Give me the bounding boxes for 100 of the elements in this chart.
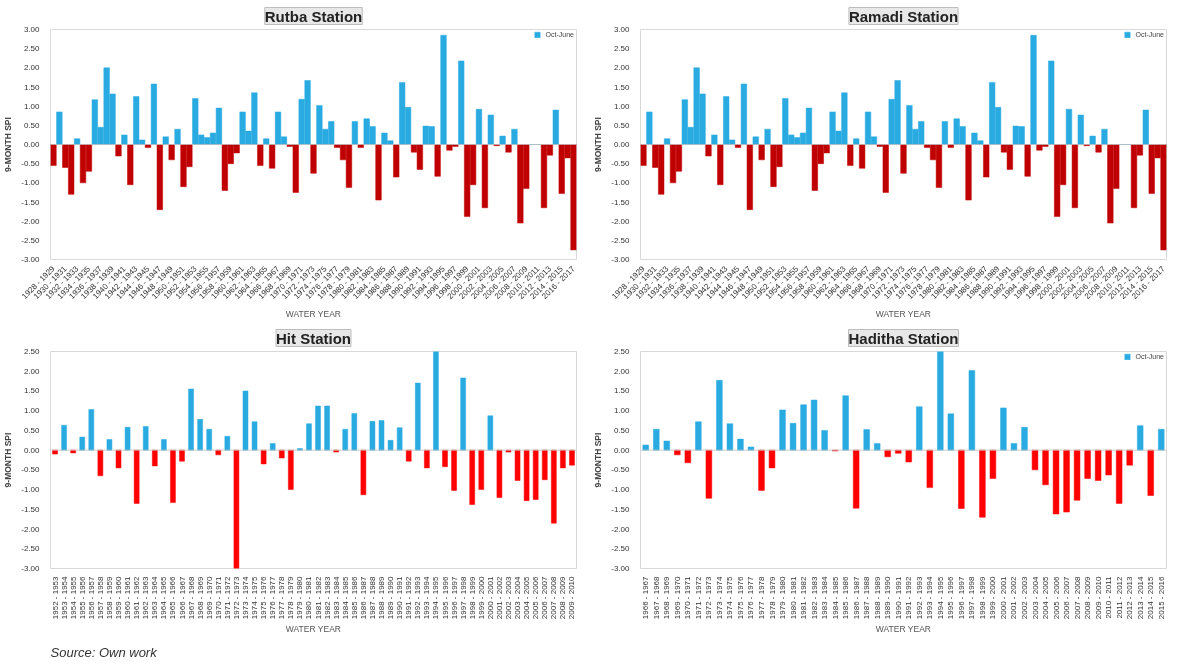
x-axis-title: WATER YEAR bbox=[875, 624, 931, 635]
x-tick-label: 1985 - 1986 bbox=[841, 575, 851, 620]
x-tick-label: 1980 - 1981 bbox=[788, 575, 798, 620]
x-tick-label: 1975 - 1976 bbox=[735, 575, 745, 620]
x-tick-label: 1988 - 1989 bbox=[377, 575, 387, 620]
x-tick-label: 1997 - 1998 bbox=[458, 575, 468, 620]
y-tick-label: -1.50 bbox=[611, 197, 631, 207]
y-tick-label: -1.00 bbox=[611, 178, 631, 188]
x-tick-label: 1982 - 1983 bbox=[809, 575, 819, 620]
y-tick-label: -2.50 bbox=[611, 544, 631, 554]
chart-title: Ramadi Station bbox=[848, 7, 959, 25]
y-axis-title: 9-MONTH SPI bbox=[3, 117, 14, 172]
x-tick-label: 2005 - 2006 bbox=[1051, 575, 1061, 620]
y-tick-label: -1.00 bbox=[21, 485, 41, 495]
x-tick-label: 1985 - 1986 bbox=[349, 575, 359, 620]
x-tick-label: 2006 - 2007 bbox=[540, 575, 550, 620]
y-tick-label: 2.50 bbox=[613, 347, 631, 356]
x-tick-label: 2001 - 2002 bbox=[1009, 575, 1019, 620]
y-tick-label: -2.50 bbox=[21, 544, 41, 554]
x-tick-label: 1993 - 1994 bbox=[925, 575, 935, 620]
x-tick-label: 1984 - 1985 bbox=[340, 575, 350, 620]
x-tick-label: 2009 - 2010 bbox=[1093, 575, 1103, 620]
x-tick-label: 1991 - 1992 bbox=[404, 575, 414, 620]
x-tick-label: 1952 - 1953 bbox=[50, 575, 60, 620]
x-tick-label: 1971 - 1972 bbox=[693, 575, 703, 620]
y-tick-label: -3.00 bbox=[21, 564, 41, 573]
x-tick-label: 1971 - 1972 bbox=[222, 575, 232, 620]
y-tick-label: -1.50 bbox=[21, 504, 41, 514]
x-tick-label: 1972 - 1973 bbox=[231, 575, 241, 620]
x-tick-label: 2013 - 2014 bbox=[1135, 575, 1145, 620]
x-tick-label: 1998 - 1999 bbox=[977, 575, 987, 620]
x-tick-label: 2003 - 2004 bbox=[513, 575, 523, 620]
y-tick-label: 0.50 bbox=[613, 120, 631, 130]
x-tick-label: 1989 - 1990 bbox=[883, 575, 893, 620]
y-tick-label: -2.50 bbox=[611, 235, 631, 245]
x-tick-label: 1974 - 1975 bbox=[725, 575, 735, 620]
y-tick-label: -3.00 bbox=[611, 564, 631, 573]
y-tick-label: -1.00 bbox=[21, 178, 41, 188]
x-tick-label: 2015 - 2016 bbox=[1156, 575, 1166, 620]
x-tick-label: 2011 - 2012 bbox=[1114, 575, 1124, 619]
x-tick-label: 1990 - 1991 bbox=[893, 575, 903, 620]
x-tick-label: 1978 - 1979 bbox=[767, 575, 777, 620]
x-tick-label: 1993 - 1994 bbox=[422, 575, 432, 620]
y-tick-label: 2.50 bbox=[613, 44, 631, 54]
y-axis-title: 9-MONTH SPI bbox=[3, 432, 14, 488]
x-tick-label: 2009 - 2010 bbox=[567, 575, 577, 620]
x-tick-label: 1983 - 1984 bbox=[820, 575, 830, 620]
y-tick-label: -1.50 bbox=[611, 504, 631, 514]
x-tick-label: 1977 - 1978 bbox=[277, 575, 287, 620]
x-tick-label: 1983 - 1984 bbox=[331, 575, 341, 620]
y-tick-label: 0.00 bbox=[613, 140, 631, 149]
y-tick-label: 0.00 bbox=[23, 445, 41, 455]
source-note: Source: Own work bbox=[50, 644, 159, 660]
x-tick-label: 1974 - 1975 bbox=[250, 575, 260, 620]
x-tick-label: 1982 - 1983 bbox=[322, 575, 332, 620]
x-tick-label: 1996 - 1997 bbox=[956, 575, 966, 620]
y-tick-label: -2.50 bbox=[21, 235, 41, 245]
y-tick-label: 2.00 bbox=[613, 63, 631, 73]
x-tick-label: 1955 - 1956 bbox=[77, 575, 87, 620]
y-tick-label: 1.00 bbox=[23, 101, 41, 111]
x-tick-label: 1968 - 1969 bbox=[195, 575, 205, 620]
x-tick-label: 2012 - 2013 bbox=[1125, 575, 1135, 620]
x-tick-label: 1994 - 1995 bbox=[431, 575, 441, 620]
x-tick-label: 1999 - 2000 bbox=[476, 575, 486, 620]
x-tick-label: 1966 - 1967 bbox=[177, 575, 187, 620]
y-tick-label: 0.50 bbox=[23, 425, 41, 435]
x-tick-label: 1977 - 1978 bbox=[756, 575, 766, 620]
x-tick-label: 1965 - 1966 bbox=[168, 575, 178, 620]
y-tick-label: 0.50 bbox=[613, 425, 631, 435]
x-tick-label: 1976 - 1977 bbox=[746, 575, 756, 620]
x-tick-label: 1964 - 1965 bbox=[159, 575, 169, 620]
chart-title: Haditha Station bbox=[848, 329, 959, 347]
y-tick-label: -3.00 bbox=[611, 255, 631, 264]
x-tick-label: 1994 - 1995 bbox=[935, 575, 945, 620]
x-tick-label: 1976 - 1977 bbox=[268, 575, 278, 620]
x-tick-label: 1995 - 1996 bbox=[440, 575, 450, 620]
x-tick-label: 2004 - 2005 bbox=[1041, 575, 1051, 620]
y-tick-label: 1.50 bbox=[613, 82, 631, 92]
x-axis-title: WATER YEAR bbox=[285, 624, 341, 635]
x-tick-label: 2007 - 2008 bbox=[549, 575, 559, 620]
x-tick-label: 1967 - 1968 bbox=[651, 575, 661, 620]
x-tick-label: 1981 - 1982 bbox=[313, 575, 323, 620]
x-tick-label: 1960 - 1961 bbox=[123, 575, 133, 620]
x-tick-label: 2014 - 2015 bbox=[1146, 575, 1156, 620]
x-tick-label: 1956 - 1957 bbox=[86, 575, 96, 620]
x-tick-label: 1958 - 1959 bbox=[104, 575, 114, 620]
x-tick-label: 1998 - 1999 bbox=[467, 575, 477, 620]
y-tick-label: -0.50 bbox=[611, 465, 631, 475]
x-tick-label: 2004 - 2005 bbox=[522, 575, 532, 620]
x-tick-label: 1980 - 1981 bbox=[304, 575, 314, 620]
y-tick-label: 2.50 bbox=[23, 347, 41, 356]
y-tick-label: 1.50 bbox=[23, 386, 41, 396]
x-tick-label: 1962 - 1963 bbox=[141, 575, 151, 620]
y-tick-label: 1.50 bbox=[613, 386, 631, 396]
x-tick-label: 1975 - 1976 bbox=[259, 575, 269, 620]
x-axis-title: WATER YEAR bbox=[285, 309, 341, 320]
y-tick-label: 1.00 bbox=[613, 406, 631, 416]
y-tick-label: 0.00 bbox=[613, 445, 631, 455]
y-tick-label: -2.00 bbox=[611, 524, 631, 534]
x-tick-label: 1987 - 1988 bbox=[367, 575, 377, 620]
